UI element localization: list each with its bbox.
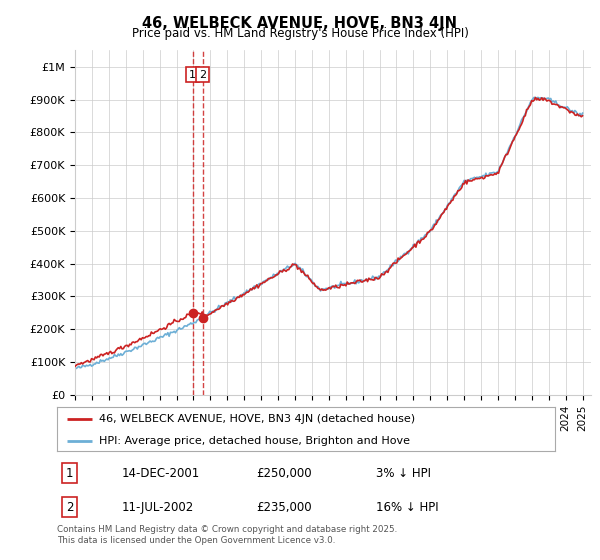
Text: 1: 1 xyxy=(189,69,196,80)
Text: 2: 2 xyxy=(66,501,73,514)
Text: 1: 1 xyxy=(66,466,73,479)
Text: £235,000: £235,000 xyxy=(256,501,312,514)
Text: 46, WELBECK AVENUE, HOVE, BN3 4JN: 46, WELBECK AVENUE, HOVE, BN3 4JN xyxy=(143,16,458,31)
Text: 14-DEC-2001: 14-DEC-2001 xyxy=(122,466,200,479)
Text: 11-JUL-2002: 11-JUL-2002 xyxy=(122,501,194,514)
Text: 46, WELBECK AVENUE, HOVE, BN3 4JN (detached house): 46, WELBECK AVENUE, HOVE, BN3 4JN (detac… xyxy=(100,414,415,424)
Text: HPI: Average price, detached house, Brighton and Hove: HPI: Average price, detached house, Brig… xyxy=(100,436,410,446)
Text: 16% ↓ HPI: 16% ↓ HPI xyxy=(376,501,439,514)
Text: £250,000: £250,000 xyxy=(256,466,312,479)
Text: 2: 2 xyxy=(199,69,206,80)
Text: 3% ↓ HPI: 3% ↓ HPI xyxy=(376,466,431,479)
Text: Price paid vs. HM Land Registry's House Price Index (HPI): Price paid vs. HM Land Registry's House … xyxy=(131,27,469,40)
Text: Contains HM Land Registry data © Crown copyright and database right 2025.
This d: Contains HM Land Registry data © Crown c… xyxy=(57,525,397,545)
